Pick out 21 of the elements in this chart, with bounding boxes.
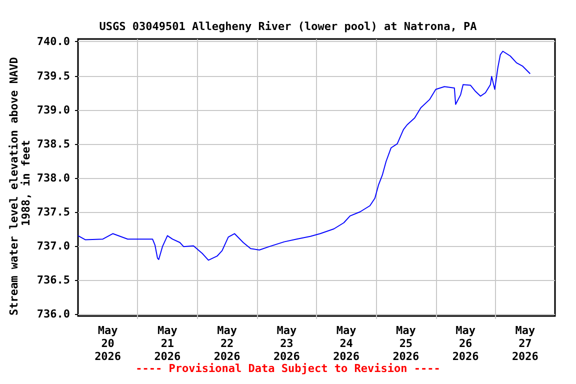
x-tick-label: May 20 2026 [94,324,122,363]
x-tick-label: May 21 2026 [154,324,182,363]
x-tick-label: May 23 2026 [273,324,300,363]
y-tick-label: 739.0 [36,103,70,116]
y-axis-title: Stream water level elevation above NAVD 1988, in feet [8,50,32,316]
y-tick-label: 740.0 [36,35,70,48]
x-tick-label: May 25 2026 [392,324,420,363]
y-tick-label: 736.5 [36,273,70,286]
y-tick-label: 737.0 [36,239,70,252]
y-tick-label: 738.5 [36,137,70,150]
y-tick-label: 736.0 [36,307,70,320]
chart-title: USGS 03049501 Allegheny River (lower pool) at Natrona, PA [99,20,478,33]
line-series [78,50,531,261]
y-tick-label: 737.5 [36,205,70,218]
x-tick-label: May 24 2026 [333,324,360,363]
y-tick-label: 738.0 [36,171,70,184]
x-tick-label: May 22 2026 [214,324,241,363]
text: ---- Provisional Data Subject to Revision ---- [136,362,440,375]
x-tick-label: May 27 2026 [512,324,539,363]
y-tick-label: 739.5 [36,69,70,82]
x-tick-label: May 26 2026 [452,324,480,363]
